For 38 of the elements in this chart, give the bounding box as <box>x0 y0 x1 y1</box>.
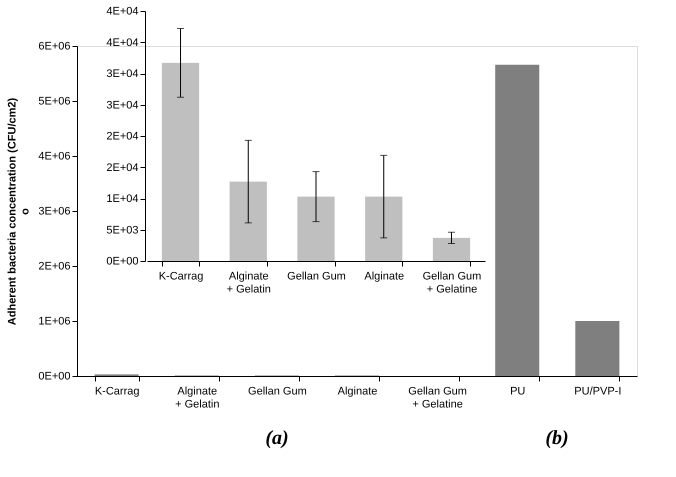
y-tick-label: 1E+04 <box>106 193 138 205</box>
y-tick-label: 3E+06 <box>38 206 70 218</box>
x-tick-label: K-Carrag <box>94 386 140 398</box>
bar <box>365 196 402 261</box>
x-tick-label: Gellan Gum <box>287 270 346 282</box>
text: (a) <box>265 427 289 449</box>
bar <box>297 196 335 261</box>
y-tick-label: 1E+06 <box>38 316 70 328</box>
y-tick-label: 0E+00 <box>106 256 138 268</box>
x-tick-label: Gellan Gum <box>248 386 307 398</box>
x-tick-label: PU <box>510 386 526 398</box>
y-tick-label: 4E+04 <box>106 6 138 18</box>
y-axis-title: Adherent bacteria concentration (CFU/cm2) o <box>6 97 32 326</box>
x-tick-label: Alginate <box>338 386 378 398</box>
x-tick-label: Alginate + Gelatin <box>226 270 271 296</box>
x-tick-label: Alginate <box>364 270 404 282</box>
bar <box>162 62 200 261</box>
y-tick-label: 3E+04 <box>106 99 138 112</box>
y-tick-label: 2E+06 <box>38 260 70 272</box>
bar <box>575 321 620 376</box>
y-tick-label: 0E+00 <box>38 370 70 382</box>
y-tick-label: 6E+06 <box>38 40 70 52</box>
y-tick-label: 2E+04 <box>106 162 138 174</box>
y-tick-label: 4E+04 <box>106 36 138 49</box>
y-tick-label: 5E+06 <box>38 96 70 108</box>
bar <box>432 238 470 261</box>
y-tick-label: 5E+03 <box>106 224 138 236</box>
bar <box>495 64 540 376</box>
y-tick-label: 4E+06 <box>38 150 70 162</box>
text: (b) <box>545 427 569 449</box>
y-tick-label: 3E+04 <box>106 68 138 80</box>
y-tick-label: 2E+04 <box>106 130 138 142</box>
x-tick-label: Gellan Gum + Gelatine <box>422 270 482 296</box>
x-tick-label: K-Carrag <box>158 270 204 282</box>
x-tick-label: Gellan Gum + Gelatine <box>408 386 467 410</box>
x-tick-label: Alginate + Gelatin <box>175 386 220 410</box>
x-tick-label: PU/PVP-I <box>574 386 622 398</box>
bar <box>230 182 267 261</box>
